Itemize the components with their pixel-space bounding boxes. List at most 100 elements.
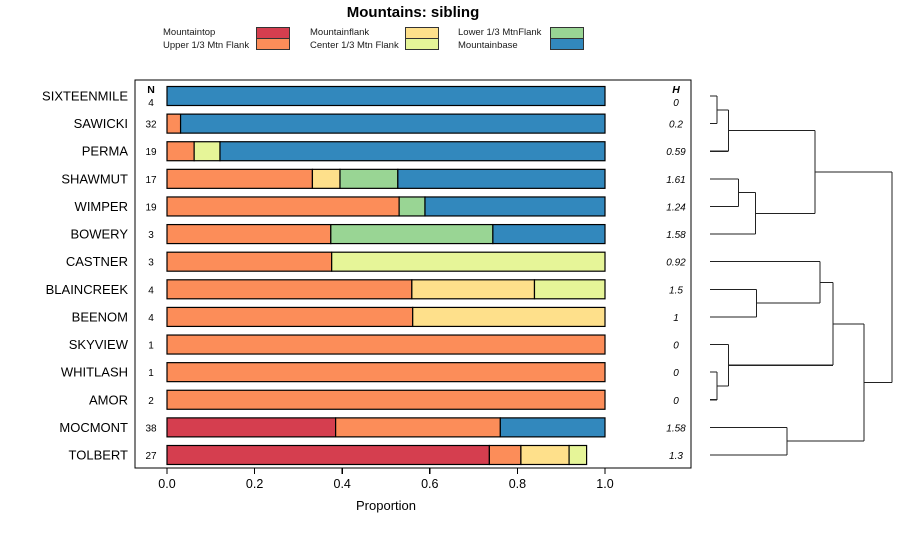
legend-label-top: Mountaintop: [163, 27, 216, 38]
bar-segment-center: [331, 251, 606, 272]
row-label: SIXTEENMILE: [42, 89, 128, 104]
x-tick-label: 0.8: [509, 477, 526, 491]
row-label: SKYVIEW: [69, 337, 129, 352]
bar-segment-lower: [398, 196, 426, 217]
bar-segment-upper: [166, 113, 182, 134]
bar-segment-upper: [166, 141, 195, 162]
legend-labels: Mountaintop Upper 1/3 Mtn Flank: [163, 26, 256, 52]
x-tick-label: 0.2: [246, 477, 263, 491]
bar-segment-upper: [166, 168, 314, 189]
legend-label-base: Mountainbase: [458, 40, 518, 51]
bar-segment-upper: [166, 279, 413, 300]
row-h-value: 0: [673, 341, 679, 352]
row-label: BLAINCREEK: [46, 282, 129, 297]
row-label: CASTNER: [66, 254, 128, 269]
bar-segment-upper: [488, 444, 522, 466]
bar-segment-upper: [166, 251, 333, 272]
row-label: AMOR: [89, 392, 128, 407]
row-h-value: 0.92: [666, 258, 686, 269]
bar-segment-base: [166, 85, 606, 107]
row-h-value: 0: [673, 396, 679, 407]
row-n-value: 2: [148, 396, 154, 407]
bar-segment-upper: [166, 334, 606, 355]
chart-title: Mountains: sibling: [346, 4, 480, 21]
row-label: BOWERY: [70, 227, 128, 242]
legend-label-upper: Upper 1/3 Mtn Flank: [163, 40, 250, 51]
bar-segment-upper: [166, 362, 606, 383]
row-n-value: 19: [145, 202, 157, 213]
row-n-value: 1: [148, 341, 154, 352]
legend-label-lower: Lower 1/3 MtnFlank: [458, 27, 542, 38]
row-h-value: 1.58: [666, 423, 686, 434]
legend-labels: Mountainflank Center 1/3 Mtn Flank: [310, 26, 405, 52]
row-label: MOCMONT: [59, 420, 128, 435]
row-n-value: 3: [148, 258, 154, 269]
x-tick-label: 0.0: [158, 477, 175, 491]
x-tick-label: 0.4: [334, 477, 351, 491]
bar-segment-center: [533, 279, 606, 300]
bar-segment-base: [492, 223, 606, 245]
row-label: WIMPER: [75, 199, 128, 214]
row-h-value: 0.59: [666, 147, 686, 158]
bar-segment-center: [193, 141, 221, 162]
n-column-header: N: [147, 84, 155, 96]
bar-segment-base: [499, 417, 606, 438]
row-h-value: 0.2: [669, 120, 683, 131]
legend-swatch-center: [405, 37, 439, 50]
h-column-header: H: [672, 84, 680, 96]
bar-segment-top: [166, 444, 490, 466]
bar-segment-base: [424, 196, 606, 217]
row-n-value: 3: [148, 230, 154, 241]
bar-segment-flank: [520, 444, 570, 466]
row-n-value: 17: [145, 175, 157, 186]
row-h-value: 1.58: [666, 230, 686, 241]
bar-segment-flank: [411, 279, 536, 300]
row-h-value: 1: [673, 313, 679, 324]
legend-swatches: [550, 27, 584, 50]
row-n-value: 4: [148, 98, 154, 109]
row-h-value: 0: [673, 98, 679, 109]
row-h-value: 1.61: [666, 175, 685, 186]
row-n-value: 19: [145, 147, 157, 158]
bar-segment-upper: [166, 223, 332, 245]
row-label: SAWICKI: [74, 116, 128, 131]
bar-segment-base: [219, 141, 606, 162]
row-n-value: 32: [145, 120, 157, 131]
legend-column-2: Mountainflank Center 1/3 Mtn Flank: [310, 26, 439, 52]
legend-labels: Lower 1/3 MtnFlank Mountainbase: [458, 26, 550, 52]
legend-swatch-upper: [256, 37, 290, 50]
bar-segment-base: [397, 168, 606, 189]
bar-segment-center: [568, 444, 588, 466]
legend-swatch-base: [550, 37, 584, 50]
legend-swatches: [256, 27, 290, 50]
bar-segment-upper: [335, 417, 501, 438]
row-label: BEENOM: [72, 309, 128, 324]
bar-segment-flank: [412, 306, 606, 328]
row-n-value: 4: [148, 285, 154, 296]
x-tick-label: 0.6: [421, 477, 438, 491]
x-tick-label: 1.0: [596, 477, 613, 491]
legend-label-flank: Mountainflank: [310, 27, 370, 38]
legend-column-1: Mountaintop Upper 1/3 Mtn Flank: [163, 26, 290, 52]
plot-border: [134, 79, 692, 469]
row-label: TOLBERT: [69, 447, 129, 462]
x-axis-title: Proportion: [356, 498, 416, 513]
bar-segment-upper: [166, 306, 414, 328]
row-h-value: 1.3: [669, 451, 683, 462]
bar-segment-flank: [311, 168, 341, 189]
row-label: PERMA: [82, 144, 129, 159]
row-n-value: 38: [145, 423, 157, 434]
row-h-value: 1.5: [669, 285, 683, 296]
legend-column-3: Lower 1/3 MtnFlank Mountainbase: [458, 26, 584, 52]
row-n-value: 27: [145, 451, 157, 462]
bar-segment-lower: [339, 168, 399, 189]
bar-segment-top: [166, 417, 337, 438]
bar-segment-upper: [166, 389, 606, 410]
row-n-value: 1: [148, 368, 154, 379]
bar-segment-lower: [330, 223, 494, 245]
row-h-value: 1.24: [666, 202, 686, 213]
row-h-value: 0: [673, 368, 679, 379]
legend: Mountaintop Upper 1/3 Mtn Flank Mountainfl…: [0, 26, 900, 56]
row-label: SHAWMUT: [61, 171, 128, 186]
